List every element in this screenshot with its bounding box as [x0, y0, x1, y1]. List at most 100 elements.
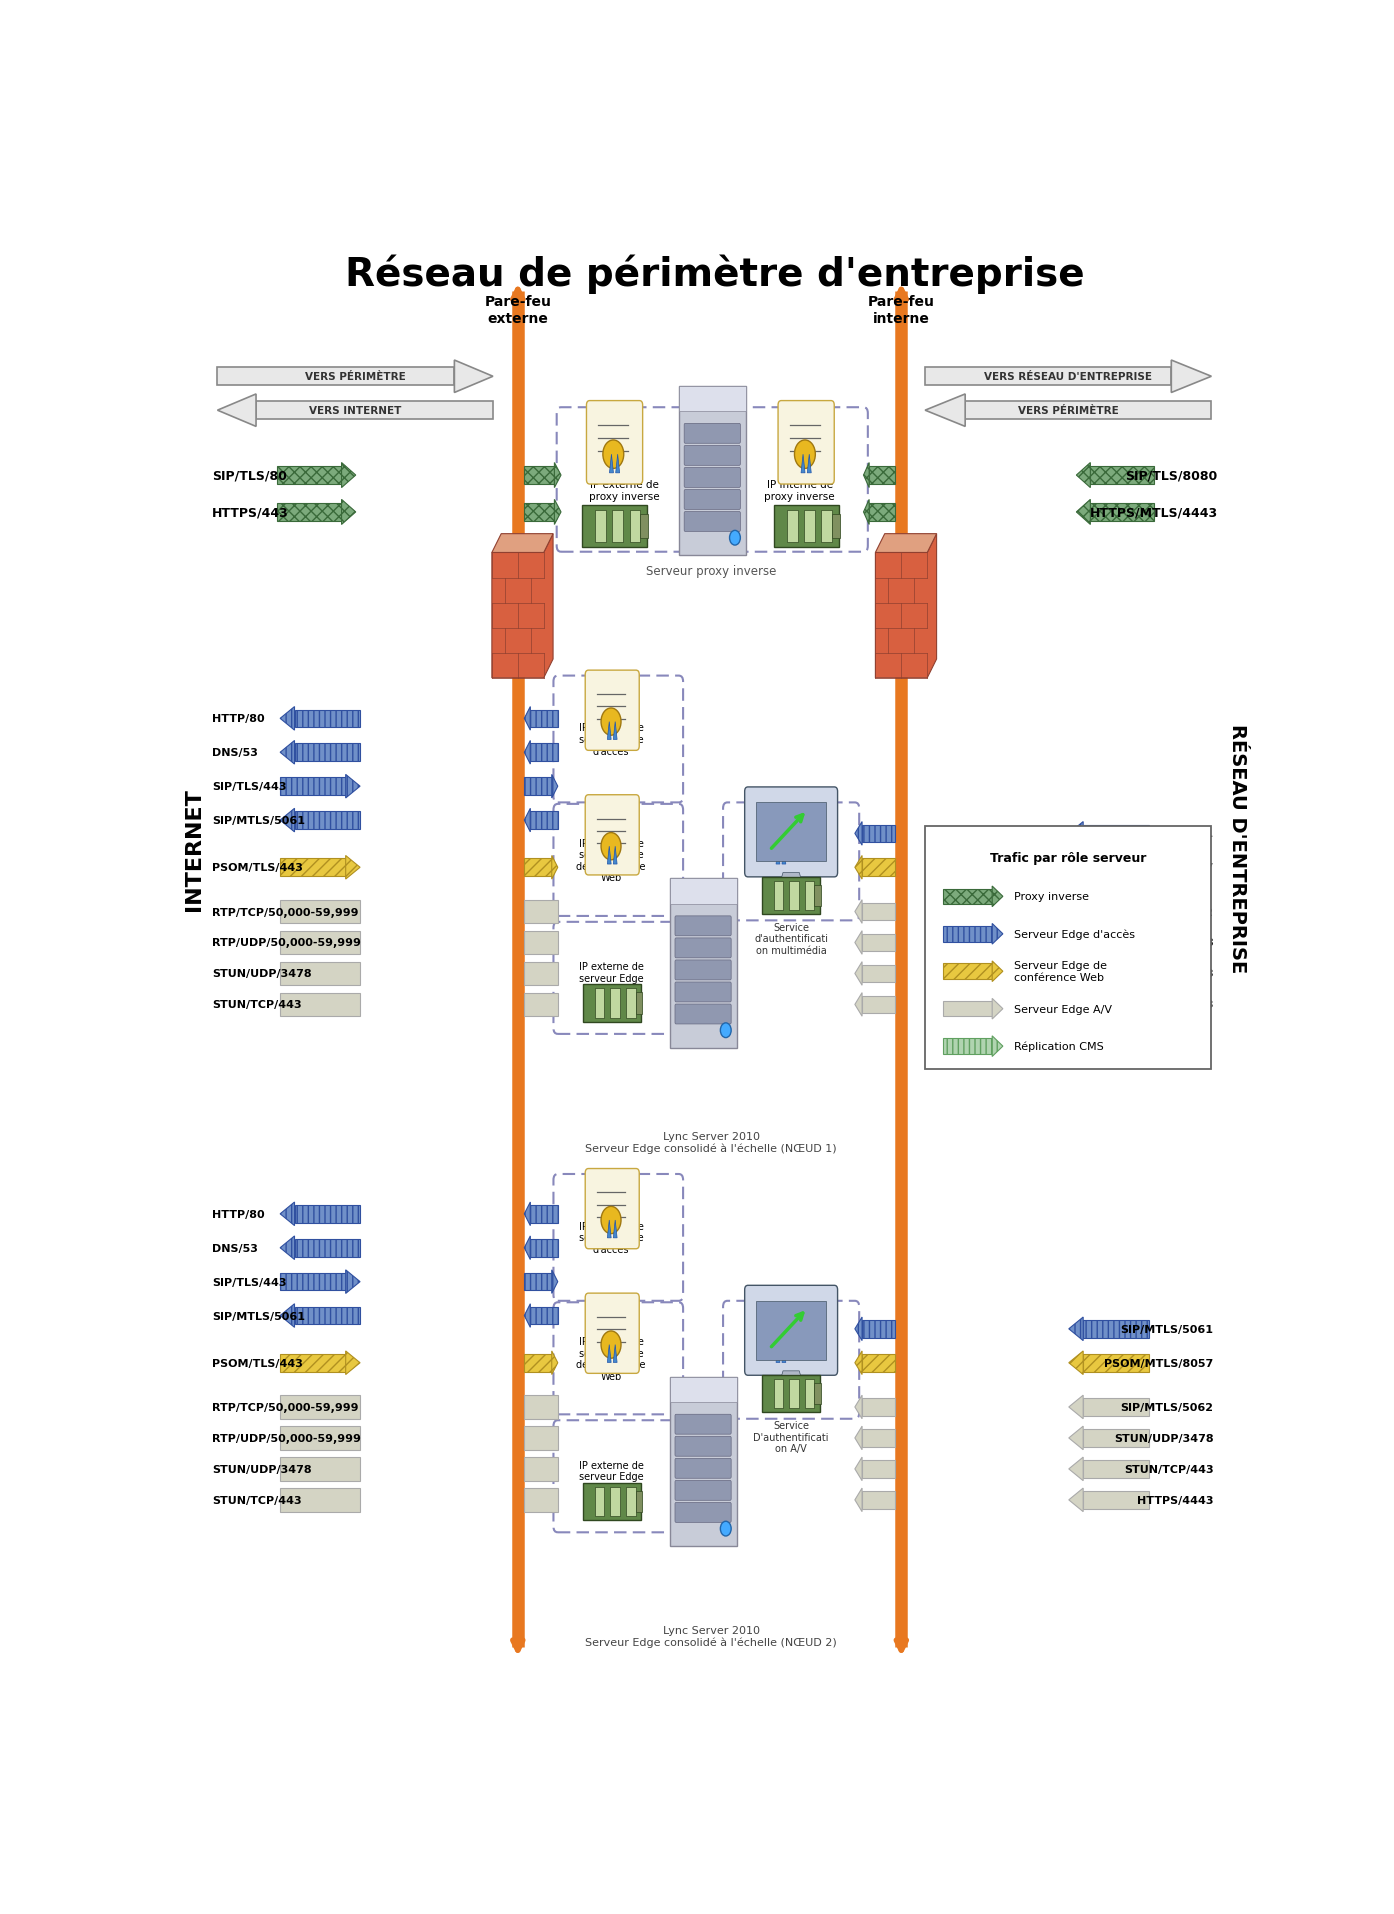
Polygon shape	[524, 963, 558, 986]
Polygon shape	[530, 745, 558, 762]
FancyBboxPatch shape	[744, 1286, 838, 1376]
Polygon shape	[555, 463, 560, 488]
Polygon shape	[993, 924, 1002, 946]
Polygon shape	[613, 722, 618, 741]
Polygon shape	[1069, 900, 1083, 924]
Circle shape	[602, 440, 623, 469]
Polygon shape	[861, 1491, 895, 1508]
FancyBboxPatch shape	[669, 1376, 736, 1403]
Polygon shape	[613, 846, 618, 865]
Polygon shape	[1069, 1395, 1083, 1418]
FancyBboxPatch shape	[675, 1502, 732, 1522]
FancyBboxPatch shape	[763, 1376, 820, 1413]
Polygon shape	[1083, 825, 1149, 842]
Polygon shape	[552, 775, 558, 798]
Text: DNS/53: DNS/53	[212, 748, 258, 758]
Polygon shape	[530, 1206, 558, 1223]
FancyBboxPatch shape	[675, 961, 732, 980]
FancyBboxPatch shape	[744, 787, 838, 877]
FancyBboxPatch shape	[679, 387, 746, 557]
Text: STUN/TCP/443: STUN/TCP/443	[1124, 968, 1214, 978]
FancyBboxPatch shape	[814, 886, 821, 907]
Polygon shape	[342, 500, 355, 524]
Circle shape	[601, 1206, 620, 1235]
Text: IP externe de
serveur Edge
A/V: IP externe de serveur Edge A/V	[579, 1460, 644, 1493]
FancyBboxPatch shape	[684, 425, 740, 444]
Text: IP externe de
serveur Edge
de conférence
Web: IP externe de serveur Edge de conférence…	[576, 838, 645, 882]
Text: Pare-feu
interne: Pare-feu interne	[868, 295, 935, 325]
Polygon shape	[280, 810, 294, 833]
Polygon shape	[613, 1346, 618, 1363]
Polygon shape	[280, 1355, 346, 1372]
Text: PSOM/TLS/443: PSOM/TLS/443	[212, 863, 302, 873]
Text: PSOM/MTLS/8057: PSOM/MTLS/8057	[1104, 863, 1214, 873]
Polygon shape	[492, 534, 553, 553]
Polygon shape	[524, 1303, 530, 1328]
FancyBboxPatch shape	[626, 990, 636, 1018]
Polygon shape	[524, 1426, 558, 1451]
Polygon shape	[855, 963, 861, 986]
Text: Serveur Edge d'accès: Serveur Edge d'accès	[1013, 928, 1135, 940]
Polygon shape	[807, 456, 811, 473]
Circle shape	[769, 1332, 790, 1359]
Polygon shape	[868, 467, 895, 484]
FancyBboxPatch shape	[832, 515, 839, 538]
FancyBboxPatch shape	[612, 511, 623, 544]
Polygon shape	[524, 706, 530, 731]
FancyBboxPatch shape	[786, 511, 797, 544]
FancyBboxPatch shape	[763, 877, 820, 915]
Text: STUN/TCP/443: STUN/TCP/443	[212, 1495, 301, 1504]
FancyBboxPatch shape	[669, 1376, 736, 1547]
FancyBboxPatch shape	[756, 1302, 827, 1361]
Polygon shape	[346, 1351, 360, 1374]
Polygon shape	[861, 1430, 895, 1447]
Polygon shape	[280, 1303, 294, 1328]
Polygon shape	[280, 993, 360, 1016]
FancyBboxPatch shape	[583, 505, 647, 547]
FancyBboxPatch shape	[585, 796, 640, 875]
Circle shape	[795, 440, 815, 469]
Text: Réseau de périmètre d'entreprise: Réseau de périmètre d'entreprise	[344, 255, 1085, 293]
Text: INTERNET: INTERNET	[184, 787, 204, 909]
Polygon shape	[875, 534, 937, 553]
FancyBboxPatch shape	[587, 402, 643, 484]
Polygon shape	[1171, 362, 1211, 392]
Polygon shape	[802, 456, 804, 473]
Polygon shape	[346, 856, 360, 880]
Text: Pare-feu
externe: Pare-feu externe	[484, 295, 551, 325]
Text: SIP/TLS/80: SIP/TLS/80	[212, 469, 287, 482]
Polygon shape	[993, 886, 1002, 907]
Text: HTTPS/4443: HTTPS/4443	[1138, 1495, 1214, 1504]
FancyBboxPatch shape	[595, 990, 605, 1018]
Polygon shape	[1069, 993, 1083, 1016]
Polygon shape	[993, 961, 1002, 982]
Text: HTTPS/MTLS/4443: HTTPS/MTLS/4443	[1090, 505, 1218, 519]
Polygon shape	[1069, 823, 1083, 846]
Text: IP externe de
serveur Edge
d'accès: IP externe de serveur Edge d'accès	[579, 723, 644, 756]
Polygon shape	[782, 846, 786, 865]
FancyBboxPatch shape	[684, 490, 740, 511]
Polygon shape	[277, 503, 342, 523]
Text: RTP/UDP/50,000-59,999: RTP/UDP/50,000-59,999	[212, 938, 361, 947]
Polygon shape	[608, 1346, 611, 1363]
Text: Serveur Edge A/V: Serveur Edge A/V	[1013, 1005, 1111, 1014]
Polygon shape	[492, 534, 553, 678]
Circle shape	[721, 1522, 732, 1537]
Text: RTP/UDP/50,000-59,999: RTP/UDP/50,000-59,999	[212, 1434, 361, 1443]
Polygon shape	[280, 1457, 360, 1481]
Polygon shape	[944, 926, 993, 942]
Polygon shape	[524, 1489, 558, 1512]
Polygon shape	[530, 1307, 558, 1324]
Polygon shape	[552, 1351, 558, 1374]
Circle shape	[769, 833, 790, 861]
Polygon shape	[944, 1001, 993, 1016]
FancyBboxPatch shape	[636, 993, 643, 1014]
Polygon shape	[524, 777, 552, 796]
Text: STUN/TCP/443: STUN/TCP/443	[212, 999, 301, 1011]
Polygon shape	[1069, 963, 1083, 986]
Polygon shape	[855, 823, 861, 846]
Circle shape	[721, 1024, 732, 1037]
Polygon shape	[530, 710, 558, 727]
Text: VERS INTERNET: VERS INTERNET	[309, 406, 401, 415]
Polygon shape	[294, 1307, 360, 1324]
